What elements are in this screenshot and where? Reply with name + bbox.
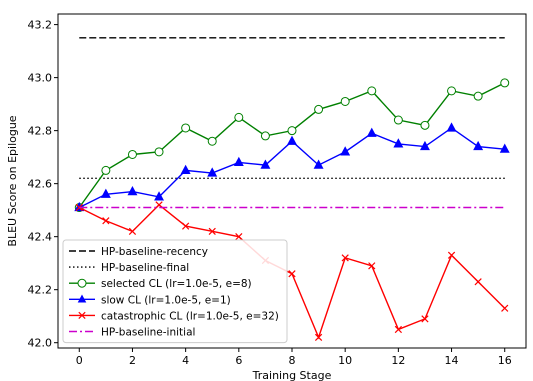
data-point — [128, 227, 137, 235]
data-point — [341, 254, 349, 262]
legend-item: HP-baseline-initial — [69, 327, 195, 339]
data-point — [421, 315, 429, 323]
data-point — [314, 333, 323, 342]
data-point — [366, 127, 377, 137]
y-axis: 42.0 42.2 42.4 42.6 42.8 43.0 43.2 — [28, 19, 58, 350]
y-tick-label: 43.2 — [28, 19, 53, 32]
data-point — [340, 96, 350, 106]
data-point — [260, 159, 271, 169]
data-point — [154, 191, 165, 201]
data-point — [288, 270, 296, 278]
legend-item: HP-baseline-recency — [69, 246, 208, 258]
data-point — [101, 165, 111, 175]
data-point — [234, 112, 244, 122]
legend-item: selected CL (lr=1.0e-5, e=8) — [69, 278, 252, 290]
data-point — [102, 217, 110, 225]
legend-item: slow CL (lr=1.0e-5, e=1) — [69, 294, 231, 306]
data-point — [100, 188, 111, 198]
data-point — [499, 143, 510, 153]
x-tick-label: 10 — [338, 354, 352, 367]
data-point — [447, 251, 456, 259]
series-catastrophic-cl-lr-1-0e-5-e-32 — [75, 201, 509, 342]
data-point — [473, 140, 484, 151]
data-point — [207, 136, 217, 146]
data-point — [501, 304, 509, 312]
x-tick-label: 2 — [129, 354, 136, 367]
legend-marker — [78, 311, 86, 320]
data-point — [474, 278, 482, 286]
x-axis-title: Training Stage — [252, 369, 332, 381]
data-point — [208, 227, 216, 235]
y-tick-label: 43.0 — [28, 72, 53, 85]
series-selected-cl-lr-1-0e-5-e-8 — [74, 78, 510, 213]
legend-label: HP-baseline-final — [101, 262, 189, 274]
legend-item: catastrophic CL (lr=1.0e-5, e=32) — [69, 310, 279, 322]
data-point — [419, 140, 430, 151]
legend-label: HP-baseline-recency — [101, 246, 208, 258]
legend-marker — [77, 278, 87, 288]
legend-marker — [77, 294, 87, 303]
data-point — [235, 233, 243, 241]
series-layer — [74, 37, 510, 342]
data-point — [75, 203, 83, 212]
data-point — [181, 123, 191, 133]
x-tick-label: 4 — [182, 354, 189, 367]
data-point — [313, 159, 324, 169]
data-point — [367, 86, 377, 96]
x-tick-label: 6 — [235, 354, 242, 367]
y-tick-label: 42.6 — [28, 178, 53, 191]
data-point — [420, 120, 430, 130]
legend-item: HP-baseline-final — [69, 262, 189, 274]
x-tick-label: 12 — [391, 354, 405, 367]
x-tick-label: 14 — [445, 354, 459, 367]
legend-label: slow CL (lr=1.0e-5, e=1) — [101, 294, 231, 306]
y-tick-label: 42.8 — [28, 125, 53, 138]
data-point — [500, 78, 510, 88]
y-axis-title: BLEU Score on Epilogue — [6, 115, 19, 246]
legend: HP-baseline-recency HP-baseline-final sele… — [62, 239, 288, 344]
series-slow-cl-lr-1-0e-5-e-1 — [74, 122, 510, 212]
legend-label: HP-baseline-initial — [101, 327, 195, 339]
data-point — [287, 135, 297, 145]
data-point — [207, 167, 218, 177]
data-point — [127, 149, 137, 159]
x-tick-label: 0 — [76, 354, 83, 367]
x-tick-label: 8 — [289, 354, 296, 367]
legend-box — [62, 239, 288, 344]
data-point — [233, 156, 244, 167]
y-tick-label: 42.4 — [28, 231, 53, 244]
data-point — [127, 185, 138, 196]
data-point — [260, 131, 270, 141]
data-point — [314, 104, 324, 114]
legend-label: selected CL (lr=1.0e-5, e=8) — [101, 278, 252, 290]
data-point — [473, 91, 483, 101]
x-axis: 0 2 4 6 8 10 12 14 16 — [76, 348, 512, 367]
data-point — [287, 126, 297, 136]
data-point — [446, 122, 457, 132]
data-point — [394, 325, 402, 334]
data-point — [340, 146, 351, 156]
y-tick-label: 42.0 — [28, 337, 53, 350]
x-tick-label: 16 — [498, 354, 512, 367]
legend-label: catastrophic CL (lr=1.0e-5, e=32) — [101, 310, 279, 322]
y-tick-label: 42.2 — [28, 284, 53, 297]
data-point — [447, 86, 457, 96]
data-point — [182, 222, 190, 230]
data-point — [180, 164, 191, 174]
data-point — [393, 138, 404, 148]
data-point — [368, 262, 376, 270]
data-point — [154, 147, 164, 157]
data-point — [393, 115, 403, 125]
